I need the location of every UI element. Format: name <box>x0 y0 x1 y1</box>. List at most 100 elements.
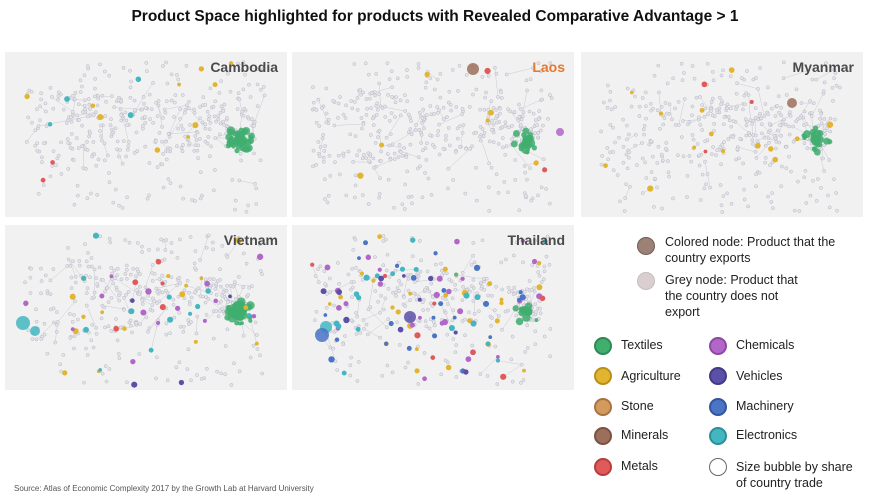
grey-node <box>443 358 448 363</box>
grey-node <box>545 234 550 239</box>
grey-node <box>776 94 781 99</box>
grey-node <box>55 320 60 324</box>
grey-node <box>418 164 422 169</box>
grey-node <box>735 81 739 86</box>
grey-node <box>195 148 200 153</box>
grey-node <box>103 69 107 74</box>
grey-node <box>463 333 467 338</box>
grey-node <box>478 125 483 129</box>
grey-node <box>521 378 526 382</box>
grey-node <box>155 247 160 252</box>
grey-node <box>512 110 517 114</box>
grey-node <box>193 134 198 138</box>
grey-node <box>144 315 149 320</box>
grey-node <box>187 290 191 295</box>
panel-thailand: Thailand <box>292 225 574 390</box>
grey-node <box>96 96 101 101</box>
grey-node <box>238 151 243 156</box>
textiles-node <box>515 317 524 326</box>
grey-node <box>73 90 78 95</box>
grey-node <box>429 192 434 197</box>
grey-node <box>400 202 405 207</box>
grey-node <box>186 347 191 352</box>
grey-node <box>624 152 629 157</box>
grey-node <box>600 154 604 158</box>
min-bubble <box>787 98 797 108</box>
grey-node <box>406 195 411 199</box>
grey-node <box>510 137 514 141</box>
grey-node <box>734 91 739 96</box>
grey-node <box>377 81 382 86</box>
grey-node <box>810 77 815 82</box>
grey-node <box>755 139 760 143</box>
grey-node <box>425 269 430 274</box>
grey-node <box>744 133 749 138</box>
grey-node <box>186 106 191 111</box>
grey-node <box>665 81 670 86</box>
grey-node <box>423 319 428 324</box>
grey-node <box>453 350 458 355</box>
textiles-node <box>827 139 833 145</box>
grey-node <box>206 297 211 301</box>
grey-node <box>254 333 259 337</box>
grey-node <box>175 144 179 149</box>
grey-node <box>423 287 427 292</box>
grey-node <box>725 102 730 107</box>
grey-node <box>395 286 400 290</box>
grey-node <box>36 191 41 196</box>
chem-node <box>418 315 422 320</box>
grey-node <box>750 138 755 142</box>
grey-node <box>154 100 159 105</box>
grey-node <box>115 273 120 278</box>
grey-node <box>92 290 97 295</box>
grey-node <box>237 369 242 374</box>
grey-node <box>754 155 759 160</box>
grey-node <box>477 309 481 314</box>
grey-node <box>140 298 145 302</box>
grey-node <box>220 293 225 298</box>
grey-node <box>261 84 266 89</box>
veh-node <box>130 298 135 303</box>
veh-node <box>453 330 458 335</box>
grey-node <box>181 329 186 334</box>
grey-node <box>371 123 376 127</box>
grey-node <box>144 106 148 110</box>
grey-node <box>247 82 251 87</box>
grey-node <box>122 295 126 300</box>
grey-node <box>72 313 76 317</box>
grey-node <box>161 116 165 120</box>
grey-node <box>86 264 91 269</box>
chem-node <box>130 358 136 365</box>
grey-node <box>103 158 107 163</box>
chem-node <box>377 267 382 272</box>
grey-node <box>119 118 124 123</box>
grey-node <box>777 110 781 115</box>
grey-node <box>317 124 322 128</box>
grey-node <box>181 324 186 329</box>
agr-node <box>603 163 608 168</box>
grey-node <box>175 73 179 77</box>
grey-node <box>644 116 648 121</box>
grey-node <box>680 78 685 83</box>
grey-node <box>373 255 377 259</box>
agr-node <box>708 131 714 137</box>
grey-node <box>698 198 703 202</box>
grey-node <box>216 113 221 118</box>
grey-node <box>143 114 147 119</box>
grey-node <box>384 268 389 273</box>
grey-node <box>512 285 517 290</box>
grey-node <box>721 122 726 127</box>
grey-node <box>198 170 203 175</box>
grey-node <box>360 277 365 282</box>
grey-node <box>775 104 779 108</box>
grey-node <box>416 274 421 279</box>
agr-node <box>69 293 76 300</box>
grey-node <box>166 177 171 181</box>
agr-node <box>198 66 205 72</box>
grey-node <box>682 71 686 75</box>
grey-node <box>98 62 102 67</box>
grey-node <box>657 90 661 95</box>
grey-node <box>124 118 129 123</box>
agr-node <box>199 276 204 281</box>
grey-node <box>728 74 733 79</box>
